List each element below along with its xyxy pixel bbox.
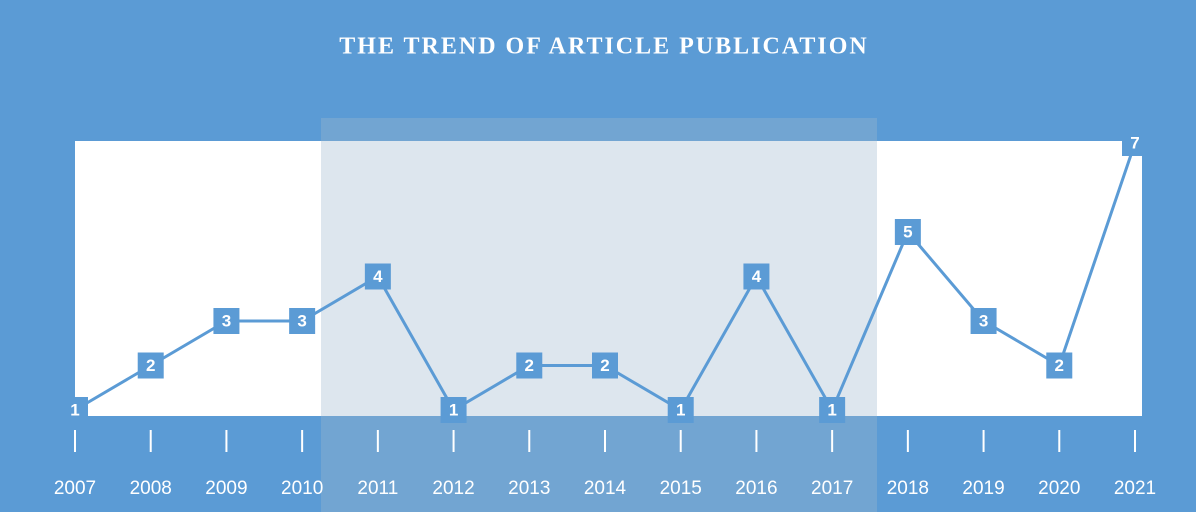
data-label: 3 — [297, 311, 306, 330]
x-tick-label: 2018 — [887, 478, 929, 499]
data-label: 5 — [903, 222, 912, 241]
data-label: 3 — [222, 311, 231, 330]
data-label: 2 — [1055, 356, 1064, 375]
data-label: 1 — [449, 400, 458, 419]
data-label: 2 — [146, 356, 155, 375]
x-tick-label: 2014 — [584, 478, 627, 499]
data-label: 1 — [676, 400, 685, 419]
x-tick-label: 2007 — [54, 478, 96, 499]
watermark — [321, 118, 877, 512]
data-label: 2 — [525, 356, 534, 375]
x-tick-label: 2021 — [1114, 478, 1156, 499]
x-tick-label: 2013 — [508, 478, 550, 499]
x-tick-label: 2020 — [1038, 478, 1080, 499]
chart-title: THE TREND OF ARTICLE PUBLICATION — [339, 34, 868, 60]
x-tick-label: 2010 — [281, 478, 323, 499]
x-tick-label: 2017 — [811, 478, 853, 499]
x-tick-label: 2019 — [962, 478, 1004, 499]
x-tick-label: 2008 — [130, 478, 172, 499]
data-label: 4 — [752, 267, 762, 286]
data-label: 7 — [1130, 133, 1139, 152]
data-label: 1 — [827, 400, 836, 419]
data-label: 1 — [70, 400, 79, 419]
x-tick-label: 2016 — [735, 478, 777, 499]
chart: THE TREND OF ARTICLE PUBLICATION 2007 200… — [0, 0, 1196, 512]
data-label: 2 — [600, 356, 609, 375]
data-label: 3 — [979, 311, 988, 330]
x-tick-label: 2015 — [660, 478, 702, 499]
data-label: 4 — [373, 267, 383, 286]
x-tick-label: 2011 — [357, 478, 398, 499]
x-tick-label: 2009 — [205, 478, 247, 499]
x-tick-label: 2012 — [432, 478, 474, 499]
